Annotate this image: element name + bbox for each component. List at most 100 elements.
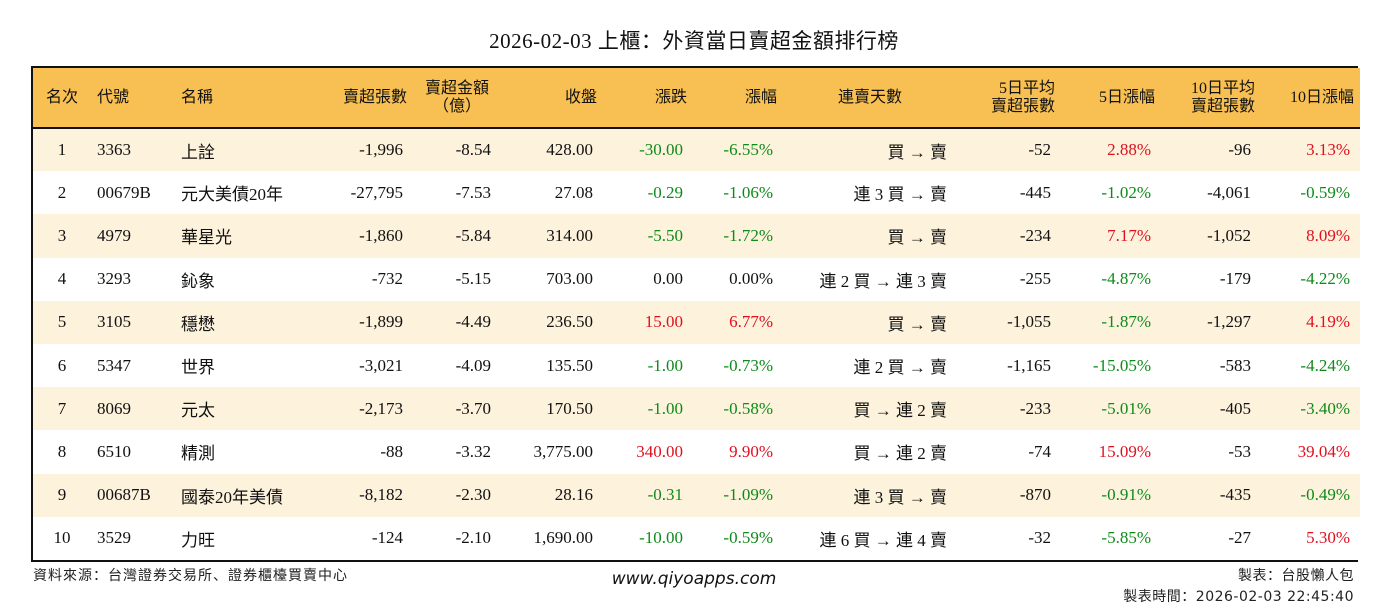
cell-rank: 1: [57, 140, 67, 160]
cell-change-pct: -0.58%: [723, 398, 773, 418]
cell-name: 上詮: [181, 142, 215, 162]
cell-change: -10.00: [639, 528, 683, 548]
cell-sell-lots: -1,996: [359, 140, 403, 160]
header-name: 名稱: [175, 68, 313, 129]
cell-pct10: -4.22%: [1300, 269, 1350, 289]
cell-code: 8069: [97, 398, 131, 418]
table-row: 10 3529 力旺 -124 -2.10 1,690.00 -10.00 -0…: [33, 516, 1360, 560]
table-row: 4 3293 鈊象 -732 -5.15 703.00 0.00 0.00% 連…: [33, 257, 1360, 301]
cell-sell-amount: -2.10: [455, 528, 491, 548]
cell-code: 00679B: [97, 182, 151, 202]
cell-pct10: 3.13%: [1306, 140, 1350, 160]
cell-avg10: -4,061: [1207, 182, 1251, 202]
page-title: 2026-02-03 上櫃：外資當日賣超金額排行榜: [489, 29, 899, 53]
cell-sell-amount: -8.54: [455, 140, 491, 160]
cell-rank: 9: [57, 485, 67, 505]
header-pct5: 5日漲幅: [1061, 68, 1161, 129]
cell-change-pct: -1.06%: [723, 182, 773, 202]
cell-sell-amount: -5.15: [455, 269, 491, 289]
cell-avg5: -255: [1019, 269, 1051, 289]
cell-rank: 3: [57, 225, 67, 245]
cell-avg5: -445: [1019, 182, 1051, 202]
cell-name: 精測: [181, 444, 215, 464]
cell-pct5: -5.85%: [1101, 528, 1151, 548]
cell-code: 3293: [97, 269, 131, 289]
cell-rank: 10: [53, 528, 71, 548]
cell-sell-lots: -88: [380, 441, 403, 461]
cell-pct10: -0.49%: [1300, 485, 1350, 505]
cell-code: 4979: [97, 225, 131, 245]
cell-avg5: -1,165: [1007, 355, 1051, 375]
header-sell-amount-line1: 賣超金額: [424, 79, 489, 97]
cell-code: 5347: [97, 355, 131, 375]
cell-change-pct: 0.00%: [729, 269, 773, 289]
cell-pct5: -5.01%: [1101, 398, 1151, 418]
cell-avg10: -583: [1219, 355, 1251, 375]
cell-change: -1.00: [647, 398, 683, 418]
cell-name: 元大美債20年: [181, 185, 283, 205]
cell-sell-amount: -5.84: [455, 225, 491, 245]
cell-rank: 4: [57, 269, 67, 289]
cell-pct10: -3.40%: [1300, 398, 1350, 418]
cell-sell-amount: -7.53: [455, 182, 491, 202]
cell-pct10: 39.04%: [1297, 441, 1350, 461]
cell-sell-amount: -4.49: [455, 312, 491, 332]
cell-close: 170.50: [546, 398, 593, 418]
cell-pct10: 8.09%: [1306, 225, 1350, 245]
header-avg5: 5日平均 賣超張數: [957, 68, 1061, 129]
cell-sell-lots: -2,173: [359, 398, 403, 418]
cell-streak: 連 3 買 → 賣: [853, 185, 948, 205]
cell-sell-lots: -732: [371, 269, 403, 289]
cell-sell-lots: -124: [371, 528, 403, 548]
cell-rank: 8: [57, 441, 67, 461]
cell-streak: 連 6 買 → 連 4 賣: [819, 530, 948, 550]
cell-pct10: 4.19%: [1306, 312, 1350, 332]
cell-change-pct: -6.55%: [723, 140, 773, 160]
cell-sell-amount: -3.70: [455, 398, 491, 418]
cell-avg10: -1,052: [1207, 225, 1251, 245]
cell-sell-lots: -27,795: [350, 182, 403, 202]
cell-change: -0.31: [647, 485, 683, 505]
header-avg5-line1: 5日平均: [998, 79, 1055, 97]
cell-change-pct: -0.73%: [723, 355, 773, 375]
cell-name: 穩懋: [181, 314, 215, 334]
cell-code: 3529: [97, 528, 131, 548]
header-close: 收盤: [501, 68, 603, 129]
cell-avg10: -27: [1228, 528, 1251, 548]
cell-pct5: -1.87%: [1101, 312, 1151, 332]
cell-code: 3363: [97, 140, 131, 160]
header-avg5-line2: 賣超張數: [990, 97, 1055, 115]
table-row: 3 4979 華星光 -1,860 -5.84 314.00 -5.50 -1.…: [33, 214, 1360, 258]
cell-close: 314.00: [546, 225, 593, 245]
cell-pct5: -4.87%: [1101, 269, 1151, 289]
table-body: 1 3363 上詮 -1,996 -8.54 428.00 -30.00 -6.…: [33, 128, 1360, 560]
cell-pct5: -1.02%: [1101, 182, 1151, 202]
header-avg10: 10日平均 賣超張數: [1161, 68, 1261, 129]
cell-change: -30.00: [639, 140, 683, 160]
cell-close: 27.08: [554, 182, 593, 202]
cell-name: 鈊象: [181, 271, 215, 291]
cell-pct5: -0.91%: [1101, 485, 1151, 505]
cell-code: 6510: [97, 441, 131, 461]
cell-pct5: 2.88%: [1107, 140, 1151, 160]
cell-avg10: -435: [1219, 485, 1251, 505]
website-link[interactable]: www.qiyoapps.com: [611, 569, 777, 589]
cell-pct10: 5.30%: [1306, 528, 1350, 548]
cell-close: 28.16: [554, 485, 593, 505]
cell-avg10: -53: [1228, 441, 1251, 461]
cell-rank: 6: [57, 355, 67, 375]
cell-pct5: 15.09%: [1098, 441, 1151, 461]
author-label: 製表：台股懶人包: [1238, 568, 1354, 584]
cell-streak: 連 3 買 → 賣: [853, 487, 948, 507]
cell-sell-lots: -1,899: [359, 312, 403, 332]
table-row: 8 6510 精測 -88 -3.32 3,775.00 340.00 9.90…: [33, 430, 1360, 474]
cell-code: 3105: [97, 312, 131, 332]
cell-name: 國泰20年美債: [181, 487, 283, 507]
cell-change: 15.00: [644, 312, 683, 332]
cell-change-pct: -1.72%: [723, 225, 773, 245]
cell-avg5: -234: [1019, 225, 1051, 245]
cell-close: 1,690.00: [533, 528, 594, 548]
cell-change-pct: -0.59%: [723, 528, 773, 548]
cell-avg5: -32: [1028, 528, 1051, 548]
cell-pct10: -4.24%: [1300, 355, 1350, 375]
